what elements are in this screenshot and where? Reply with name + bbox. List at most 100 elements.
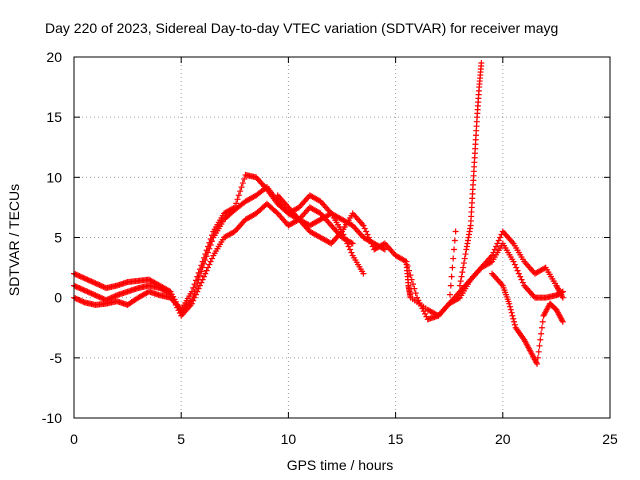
- data-point: [494, 240, 501, 247]
- data-point: [434, 311, 441, 318]
- x-tick-label: 0: [70, 431, 78, 447]
- data-point: [348, 249, 355, 256]
- data-point: [450, 255, 457, 262]
- data-point: [422, 310, 429, 317]
- x-tick-label: 25: [602, 431, 618, 447]
- data-point: [380, 241, 387, 248]
- data-point: [97, 282, 104, 289]
- data-point: [203, 247, 210, 254]
- data-point: [198, 262, 205, 269]
- data-point: [518, 276, 525, 283]
- data-point: [233, 200, 240, 207]
- data-point: [349, 240, 356, 247]
- data-point: [202, 251, 209, 258]
- data-point: [95, 281, 102, 288]
- data-point: [517, 273, 524, 280]
- data-point: [235, 192, 242, 199]
- y-tick-label: 10: [46, 169, 62, 185]
- data-point: [89, 291, 96, 298]
- y-tick-label: 5: [54, 230, 62, 246]
- data-point: [209, 255, 216, 262]
- data-point: [77, 285, 84, 292]
- data-point: [194, 288, 201, 295]
- data-point: [273, 209, 280, 216]
- data-point: [410, 281, 417, 288]
- data-point: [363, 228, 370, 235]
- data-point: [80, 274, 87, 281]
- data-point: [112, 292, 119, 299]
- data-point: [80, 286, 87, 293]
- data-point: [93, 292, 100, 299]
- data-point: [83, 276, 90, 283]
- data-point: [489, 252, 496, 259]
- data-point: [239, 180, 246, 187]
- data-point: [510, 315, 517, 322]
- data-point: [365, 234, 372, 241]
- data-point: [111, 293, 118, 300]
- data-point: [514, 267, 521, 274]
- data-point: [205, 243, 211, 250]
- data-point: [88, 278, 95, 285]
- data-point: [207, 258, 214, 265]
- data-point: [238, 184, 245, 191]
- data-point: [515, 270, 522, 277]
- data-point: [447, 282, 454, 289]
- data-point: [77, 273, 84, 280]
- data-point: [401, 257, 408, 264]
- data-point: [196, 282, 203, 289]
- data-point: [196, 272, 203, 279]
- data-point: [448, 273, 455, 280]
- data-point: [451, 237, 458, 244]
- data-point: [100, 283, 107, 290]
- data-point: [73, 271, 80, 278]
- data-point: [341, 234, 348, 241]
- x-tick-label: 20: [495, 431, 511, 447]
- data-point: [455, 295, 462, 302]
- data-point: [511, 318, 518, 325]
- data-point: [188, 288, 195, 295]
- data-point: [506, 300, 513, 307]
- data-point: [79, 298, 86, 305]
- data-point: [491, 246, 498, 253]
- y-tick-label: -10: [42, 410, 62, 426]
- data-point: [83, 288, 90, 295]
- data-point: [205, 264, 211, 271]
- data-point: [192, 291, 199, 298]
- data-point: [495, 237, 502, 244]
- data-point: [360, 270, 367, 277]
- data-point: [91, 279, 98, 286]
- data-point: [72, 271, 79, 278]
- data-point: [198, 279, 205, 286]
- data-point: [461, 255, 468, 262]
- data-point: [91, 291, 98, 298]
- data-point: [460, 260, 467, 267]
- data-point: [367, 237, 374, 244]
- data-point: [237, 188, 244, 195]
- data-point: [458, 273, 465, 280]
- data-point: [535, 348, 542, 355]
- data-point: [92, 292, 99, 299]
- data-point: [76, 297, 83, 304]
- data-point: [345, 243, 352, 250]
- data-point: [364, 231, 371, 238]
- data-point: [79, 286, 86, 293]
- y-axis-label: SDTVAR / TECUs: [6, 184, 22, 296]
- data-point: [459, 269, 466, 276]
- data-point: [478, 60, 485, 67]
- data-point: [460, 264, 467, 271]
- data-point: [96, 282, 103, 289]
- data-point: [209, 232, 216, 239]
- data-point: [347, 246, 354, 253]
- data-point: [457, 278, 464, 285]
- data-point: [81, 275, 88, 282]
- data-point: [537, 336, 544, 343]
- data-point: [559, 318, 566, 325]
- data-point: [72, 283, 79, 290]
- data-point: [513, 264, 520, 271]
- data-point: [195, 285, 202, 292]
- data-point: [534, 360, 541, 367]
- x-tick-label: 5: [177, 431, 185, 447]
- data-point: [194, 273, 201, 280]
- data-point: [192, 277, 199, 284]
